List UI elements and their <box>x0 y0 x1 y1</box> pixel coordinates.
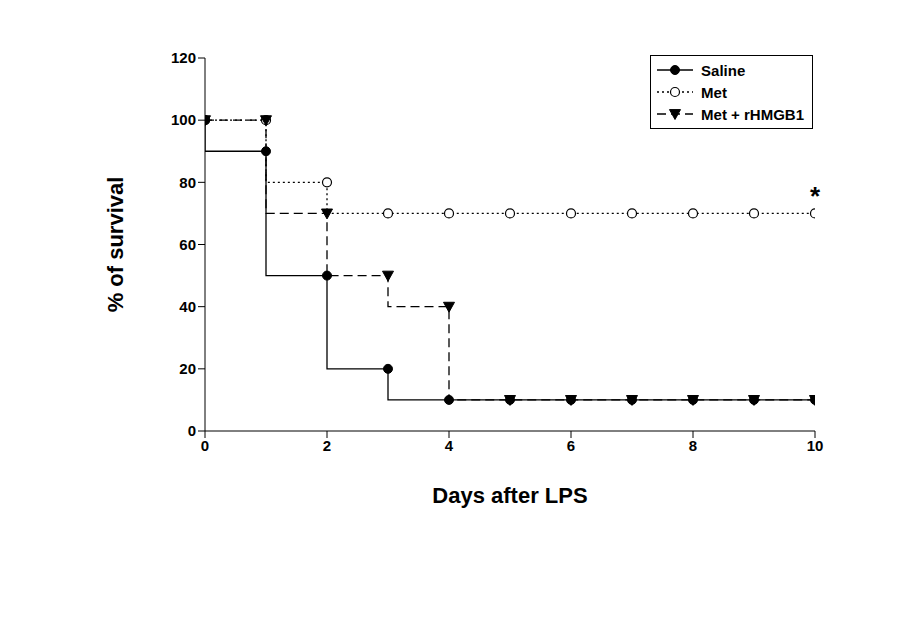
svg-text:0: 0 <box>201 437 209 454</box>
svg-text:2: 2 <box>323 437 331 454</box>
html-text:Met + rHMGB1: Met + rHMGB1 <box>701 105 804 123</box>
svg-text:60: 60 <box>179 236 196 253</box>
svg-text:0: 0 <box>188 422 196 439</box>
svg-text:120: 120 <box>171 49 196 66</box>
svg-text:Days after LPS: Days after LPS <box>432 483 587 508</box>
svg-text:6: 6 <box>567 437 575 454</box>
svg-text:80: 80 <box>179 174 196 191</box>
svg-text:40: 40 <box>179 298 196 315</box>
svg-text:% of survival: % of survival <box>103 177 128 313</box>
svg-text:20: 20 <box>179 360 196 377</box>
svg-text:4: 4 <box>445 437 454 454</box>
svg-text:*: * <box>810 181 821 211</box>
svg-text:100: 100 <box>171 111 196 128</box>
html-text:Met: Met <box>701 83 727 101</box>
svg-text:8: 8 <box>689 437 697 454</box>
html-text:Saline: Saline <box>701 61 746 79</box>
svg-text:10: 10 <box>807 437 824 454</box>
